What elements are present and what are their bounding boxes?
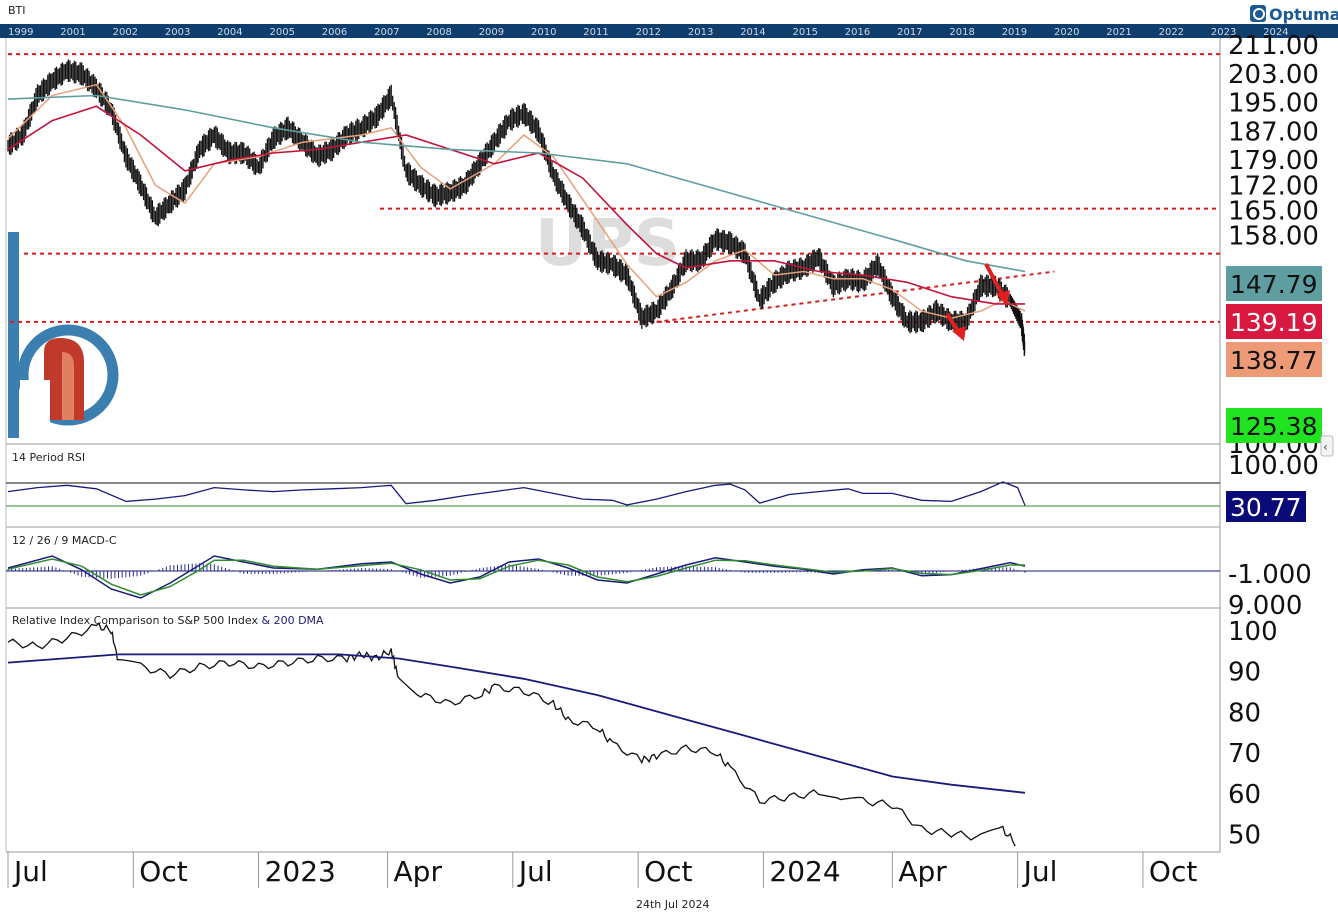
brand-label: Optuma [1269,5,1338,24]
rsi-title: 14 Period RSI [12,451,85,464]
date-axis: Jul Oct 2023 Apr Jul Oct 2024 Apr Jul Oct [7,852,1197,888]
relative-axis-tick-label: 50 [1228,821,1261,851]
date-axis-label: Jul [12,855,48,888]
date-axis-label: Apr [898,855,947,888]
timeline-year-label: 2004 [217,27,242,38]
ticker-label: BTI [8,4,26,17]
relative-axis-tick-label: 80 [1228,698,1261,728]
relative-axis-tick-label: 90 [1228,658,1261,688]
timeline-year-label: 2016 [845,27,870,38]
annotation-arrows [945,263,1010,341]
timeline-year-label: 2009 [479,27,504,38]
price-axis-tick-label: 195.00 [1228,89,1319,119]
red-arrow-annotation [984,263,1006,299]
date-axis-label: Jul [517,855,553,888]
rsi-last-value-badge [1226,491,1306,522]
rsi-series-group: 100.00 30.77 [6,451,1319,522]
relative-axis-tick-label: 70 [1228,739,1261,769]
timeline-year-label: 2006 [322,27,347,38]
relative_ma-line [7,653,1026,794]
price-axis-tick-label: 203.00 [1228,60,1319,90]
relative-axis-tick-label: 100 [1228,617,1278,647]
date-axis-label: Oct [1149,855,1197,888]
macd-axis-tick-label: -1.000 [1228,560,1312,590]
ma_slow-line [7,94,1026,273]
timeline-year-label: 2001 [60,27,85,38]
date-axis-label: Oct [644,855,692,888]
relative-axis-tick-label: 60 [1228,780,1261,810]
footer-date: 24th Jul 2024 [636,898,710,911]
last-value-badge-label: 138.77 [1230,346,1317,375]
chevron-left-icon: ‹ [1323,440,1328,454]
timeline-year-label: 2005 [270,27,295,38]
macd-title: 12 / 26 / 9 MACD-C [12,534,117,547]
date-axis-label: 2024 [769,855,840,888]
date-axis-label: Jul [1022,855,1058,888]
price-axis-tick-label: 179.00 [1228,146,1319,176]
timeline-year-label: 2014 [740,27,765,38]
date-axis-label: 2023 [265,855,336,888]
price-axis-tick-label: 165.00 [1228,196,1319,226]
timeline-strip[interactable] [0,24,1338,38]
price-axis: 211.00203.00195.00187.00179.00172.00165.… [1228,31,1319,460]
last-value-badge-label: 147.79 [1230,270,1317,299]
timeline-year-label: 2023 [1211,27,1236,38]
timeline-year-label: 2011 [583,27,608,38]
last-value-badge [1226,408,1322,443]
price-axis-tick-label: 211.00 [1228,31,1319,61]
price-axis-tick-label: 172.00 [1228,171,1319,201]
macd-signal-line [7,558,1025,596]
brand-mark-logo [8,232,119,438]
timeline-year-label: 2002 [113,27,138,38]
support-resistance-lines [8,53,1220,323]
timeline-year-label: 2008 [426,27,451,38]
side-scroll-handle[interactable]: ‹ [1320,435,1334,457]
price-line [7,59,1026,357]
timeline-years: 1999 2001 2002 2003 2004 2005 2006 2007 2008 2009… [8,27,1289,38]
last-value-badge [1226,342,1322,377]
macd-axis-tick-label: 9.000 [1228,591,1302,621]
timeline-year-label: 2015 [793,27,818,38]
last-value-badge [1226,266,1322,301]
ma_mid-line [7,105,1025,305]
timeline-year-label: 2018 [949,27,974,38]
timeline-year-label: 2021 [1106,27,1131,38]
timeline-year-label: 2022 [1159,27,1184,38]
timeline-year-label: 2007 [374,27,399,38]
timeline-year-label: 2020 [1054,27,1079,38]
last-value-badge-label: 139.19 [1230,308,1317,337]
red-arrowhead [952,326,966,341]
rsi-last-value-label: 30.77 [1230,493,1302,522]
date-axis-label: Oct [139,855,187,888]
rsi-axis-tick-label: 100.00 [1228,451,1319,481]
relative-series-group: 100 90 80 70 60 50 [7,617,1278,851]
price-axis-tick-label: 187.00 [1228,117,1319,147]
price-axis-tick-label: 158.00 [1228,222,1319,252]
last-value-badge [1226,304,1322,339]
macd-macd-line [7,555,1026,599]
trendline [656,270,1055,323]
optuma-logo: Optuma [1250,5,1338,24]
price-series-group [7,59,1026,357]
timeline-year-label: 2024 [1263,27,1288,38]
timeline-year-label: 2017 [897,27,922,38]
last-value-badges: 147.79 139.19 138.77 125.38 [1226,266,1322,443]
red-arrowhead [996,290,1010,306]
relative-title: Relative Index Comparison to S&P 500 Ind… [12,614,324,627]
date-axis-label: Apr [394,855,443,888]
rsi-line [7,481,1026,506]
relative-line [7,622,1016,847]
timeline-year-label: 1999 [8,27,33,38]
ma_fast-line [7,83,1026,319]
timeline-year-label: 2013 [688,27,713,38]
timeline-year-label: 2003 [165,27,190,38]
timeline-year-label: 2019 [1002,27,1027,38]
timeline-year-label: 2012 [636,27,661,38]
last-value-badge-label: 125.38 [1230,412,1317,441]
timeline-year-label: 2010 [531,27,556,38]
